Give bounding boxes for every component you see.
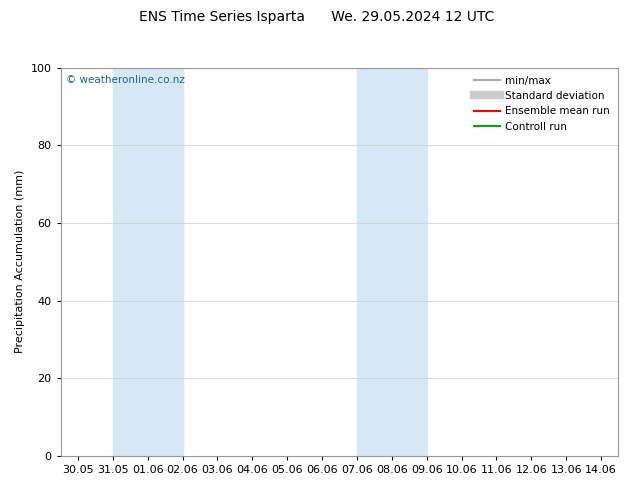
Text: ENS Time Series Isparta      We. 29.05.2024 12 UTC: ENS Time Series Isparta We. 29.05.2024 1… (139, 10, 495, 24)
Bar (357, 68, 427, 456)
Bar (113, 68, 183, 456)
Legend: min/max, Standard deviation, Ensemble mean run, Controll run: min/max, Standard deviation, Ensemble me… (471, 73, 613, 135)
Text: © weatheronline.co.nz: © weatheronline.co.nz (66, 75, 185, 85)
Y-axis label: Precipitation Accumulation (mm): Precipitation Accumulation (mm) (15, 170, 25, 353)
